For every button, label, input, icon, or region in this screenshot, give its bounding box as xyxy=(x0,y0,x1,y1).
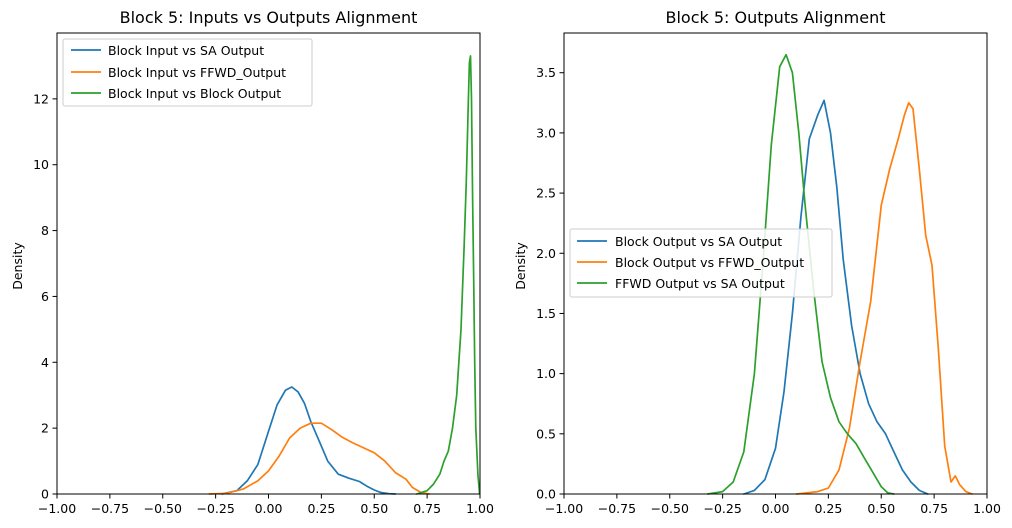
chart-right-ytick-label: 2.5 xyxy=(536,186,556,201)
chart-left-series-line-1 xyxy=(208,422,431,495)
chart-right-ytick-label: 0.5 xyxy=(536,426,556,441)
chart-left-ytick-label: 8 xyxy=(41,223,49,238)
chart-left-frame xyxy=(56,32,481,495)
chart-right-xtick-label: −0.75 xyxy=(598,501,636,516)
chart-left-xtick-label: 0.75 xyxy=(413,501,441,516)
chart-right: Block 5: Outputs Alignment Density −1.00… xyxy=(513,8,1001,516)
chart-left-xtick-label: 0.50 xyxy=(360,501,388,516)
chart-right-xtick-label: −1.00 xyxy=(545,501,583,516)
chart-right-legend-label-ffwd: Block Output vs FFWD_Output xyxy=(615,255,804,270)
chart-left-series-line-0 xyxy=(221,386,397,495)
chart-left-ytick-label: 10 xyxy=(33,157,49,172)
chart-left-ylabel: Density xyxy=(10,242,25,290)
chart-left-legend-label-sa: Block Input vs SA Output xyxy=(108,43,264,58)
chart-right-ytick-label: 3.0 xyxy=(536,125,556,140)
chart-left-ytick-label: 4 xyxy=(41,355,49,370)
chart-right-legend-label-ffwd-sa: FFWD Output vs SA Output xyxy=(615,276,785,291)
chart-right-xtick-label: 1.00 xyxy=(973,501,1001,516)
chart-left-plot-area xyxy=(208,55,481,495)
chart-left-ytick-label: 12 xyxy=(33,91,49,106)
chart-right-ticks: −1.00 −0.75 −0.50 −0.25 0.00 0.25 0.50 0.75 1.00… xyxy=(536,65,1001,516)
chart-right-ytick-label: 1.5 xyxy=(536,306,556,321)
chart-left-ytick-label: 2 xyxy=(41,421,49,436)
chart-left-title: Block 5: Inputs vs Outputs Alignment xyxy=(120,8,418,27)
chart-left: Block 5: Inputs vs Outputs Alignment Den… xyxy=(10,8,494,516)
chart-right-title: Block 5: Outputs Alignment xyxy=(666,8,886,27)
chart-right-ylabel: Density xyxy=(513,242,528,290)
chart-right-series-line-0 xyxy=(742,99,929,495)
chart-left-xtick-label: −0.25 xyxy=(196,501,234,516)
chart-right-plot-area xyxy=(706,53,974,495)
chart-right-legend: Block Output vs SA Output Block Output v… xyxy=(569,228,833,298)
chart-left-xtick-label: 1.00 xyxy=(466,501,494,516)
chart-right-xtick-label: −0.25 xyxy=(703,501,741,516)
chart-left-xtick-label: −0.50 xyxy=(144,501,182,516)
chart-right-ytick-label: 3.5 xyxy=(536,65,556,80)
chart-right-series-line-1 xyxy=(795,101,974,495)
chart-right-xtick-label: 0.25 xyxy=(814,501,842,516)
chart-right-ytick-label: 2.0 xyxy=(536,246,556,261)
chart-left-ticks: −1.00 −0.75 −0.50 −0.25 0.00 0.25 0.50 0.75 1.00… xyxy=(33,91,494,516)
chart-left-xtick-label: 0.00 xyxy=(255,501,283,516)
chart-right-xtick-label: 0.50 xyxy=(867,501,895,516)
chart-left-legend: Block Input vs SA Output Block Input vs … xyxy=(62,38,313,107)
chart-right-legend-label-sa: Block Output vs SA Output xyxy=(615,234,782,249)
chart-left-series-line-2 xyxy=(415,55,481,495)
chart-left-xtick-label: 0.25 xyxy=(307,501,335,516)
chart-left-ytick-label: 0 xyxy=(41,487,49,502)
chart-left-legend-label-ffwd: Block Input vs FFWD_Output xyxy=(108,65,286,80)
chart-left-xtick-label: −0.75 xyxy=(91,501,129,516)
chart-right-xtick-label: −0.50 xyxy=(651,501,689,516)
chart-left-legend-box xyxy=(62,38,313,107)
chart-left-xtick-label: −1.00 xyxy=(38,501,76,516)
chart-right-ytick-label: 1.0 xyxy=(536,366,556,381)
chart-right-ytick-label: 0.0 xyxy=(536,487,556,502)
chart-left-legend-label-block: Block Input vs Block Output xyxy=(108,86,281,101)
chart-right-xtick-label: 0.75 xyxy=(920,501,948,516)
chart-left-ytick-label: 6 xyxy=(41,289,49,304)
chart-right-series-line-2 xyxy=(706,53,895,495)
chart-right-xtick-label: 0.00 xyxy=(762,501,790,516)
chart-right-legend-box xyxy=(569,228,833,298)
chart-right-frame xyxy=(563,32,988,495)
